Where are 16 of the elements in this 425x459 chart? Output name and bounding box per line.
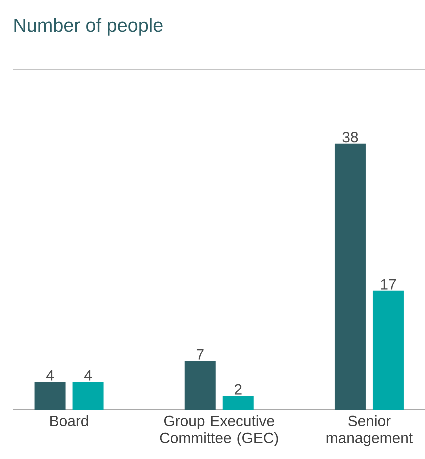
bar: [222, 396, 254, 410]
data-label: 2: [234, 384, 242, 395]
bar: [184, 360, 216, 410]
data-label: 17: [381, 279, 396, 290]
data-label: 38: [342, 132, 358, 143]
bar: [72, 382, 104, 410]
x-tick-label: Group Executive Committee (GEC): [160, 416, 278, 446]
bar: [334, 144, 366, 410]
bar: [372, 290, 404, 410]
x-tick-label: Senior management: [326, 416, 413, 446]
x-tick-label: Board: [50, 416, 88, 426]
data-label: 4: [46, 370, 54, 381]
chart-subtitle: Number of people: [14, 18, 163, 36]
data-label: 7: [196, 349, 204, 360]
data-label: 4: [84, 370, 92, 381]
bar: [34, 382, 66, 410]
